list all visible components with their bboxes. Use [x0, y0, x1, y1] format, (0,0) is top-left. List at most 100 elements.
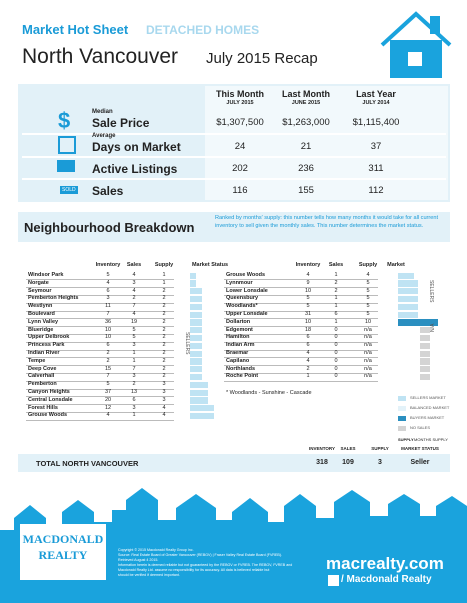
- legend-label: BUYERS MARKET: [410, 415, 445, 420]
- category: DETACHED HOMES: [146, 23, 260, 37]
- row-line: [26, 279, 174, 281]
- cell: 5: [306, 295, 310, 302]
- column-header: Sales: [126, 262, 142, 268]
- cell: 0: [334, 357, 338, 364]
- neighbourhood: Central Lonsdale: [28, 396, 73, 403]
- cell: 2: [334, 279, 338, 286]
- cell: 0: [334, 326, 338, 333]
- region: North Vancouver: [22, 45, 179, 68]
- cell: n/a: [364, 342, 372, 349]
- cell: 3: [132, 279, 136, 286]
- cell: 2: [162, 334, 166, 341]
- cell: 2: [162, 350, 166, 356]
- cell: 10: [364, 318, 372, 325]
- cell: 6: [334, 311, 338, 317]
- supply-bar: [190, 350, 202, 357]
- row-line: [26, 341, 174, 343]
- skyline: [0, 488, 467, 603]
- cell: 5: [366, 295, 370, 302]
- row-line: [26, 357, 174, 359]
- icon: [58, 136, 76, 154]
- supply-bar: [190, 272, 196, 279]
- supply-bar: [190, 303, 202, 310]
- cell: 5: [132, 326, 136, 333]
- axis-label: SUPPLY: [398, 437, 414, 442]
- cell: 9: [306, 279, 310, 286]
- cell: 0: [334, 350, 338, 356]
- neighbourhood: Canyon Heights: [28, 389, 70, 395]
- row-line: [224, 372, 378, 374]
- row-line: [224, 333, 378, 335]
- cell: 1: [132, 412, 136, 419]
- column-header: Sales: [328, 262, 344, 268]
- cell: 2: [162, 326, 166, 333]
- status-label: SELLERS: [428, 280, 434, 303]
- cell: 6: [106, 342, 110, 349]
- neighbourhood: Princess Park: [28, 342, 65, 349]
- row-line: [26, 318, 174, 320]
- cell: 1: [132, 357, 136, 364]
- column-header: Market Status: [191, 262, 229, 268]
- row-label: Days on Market: [92, 140, 181, 154]
- status-label: SELLERS: [184, 332, 190, 355]
- neighbourhood: Woodlands*: [226, 303, 258, 310]
- neighbourhood: Grouse Woods: [226, 272, 266, 278]
- neighbourhood: Grouse Woods: [28, 412, 68, 419]
- cell: 4: [306, 357, 310, 364]
- column-label: Last Month: [282, 89, 330, 99]
- supply-bar: [398, 319, 438, 326]
- neighbourhood: Calverhall: [28, 373, 55, 380]
- cell: 2: [334, 287, 338, 294]
- supply-bar: [398, 295, 418, 303]
- column-period: JULY 2014: [362, 100, 390, 106]
- no-sales-block: [420, 327, 430, 334]
- cell: 1: [334, 318, 338, 325]
- row-line: [224, 287, 378, 289]
- supply-bar: [190, 327, 202, 334]
- supply-bar: [190, 288, 202, 295]
- fine-print: should be verified if deemed important.: [118, 573, 180, 577]
- cell: 7: [132, 365, 136, 372]
- cell: 2: [162, 342, 166, 349]
- row-value: 112: [368, 185, 384, 196]
- cell: 5: [366, 287, 370, 294]
- supply-bar: [398, 272, 414, 279]
- cell: 4: [162, 404, 166, 411]
- supply-bar: [190, 295, 202, 303]
- total-value: Seller: [410, 459, 430, 466]
- cell: 5: [106, 381, 110, 388]
- fine-print: Retrieved August 4 2015.: [118, 558, 159, 562]
- row-value: 202: [232, 163, 248, 174]
- cell: 18: [304, 326, 312, 333]
- legend-label: NO SALES: [410, 425, 431, 430]
- total-value: 318: [316, 459, 328, 466]
- cell: n/a: [364, 373, 372, 380]
- cell: 3: [132, 404, 136, 411]
- total-band: [18, 454, 450, 472]
- social: / Macdonald Realty: [341, 574, 432, 585]
- column-period: JULY 2015: [226, 100, 254, 106]
- row-line: [224, 357, 378, 359]
- column-label: This Month: [216, 89, 264, 99]
- cell: 1: [334, 272, 338, 278]
- cell: 10: [104, 326, 112, 333]
- neighbourhood: Capilano: [226, 357, 250, 364]
- cell: 6: [106, 287, 110, 294]
- website: macrealty.com: [326, 554, 444, 573]
- cell: 4: [106, 412, 110, 419]
- total-value: 109: [342, 459, 354, 466]
- cell: 4: [366, 272, 370, 278]
- house-icon: [380, 11, 452, 78]
- row-line: [26, 287, 174, 289]
- cell: 3: [106, 295, 110, 302]
- neighbourhood: Tempe: [28, 357, 46, 364]
- total-header: MARKET STATUS: [401, 446, 439, 451]
- row-prefix: Average: [92, 133, 116, 139]
- row-value: 37: [370, 141, 382, 152]
- column-label: Last Year: [356, 89, 396, 99]
- neighbourhood: Forest Hills: [28, 404, 58, 411]
- cell: 13: [130, 389, 138, 395]
- cell: 11: [105, 303, 111, 310]
